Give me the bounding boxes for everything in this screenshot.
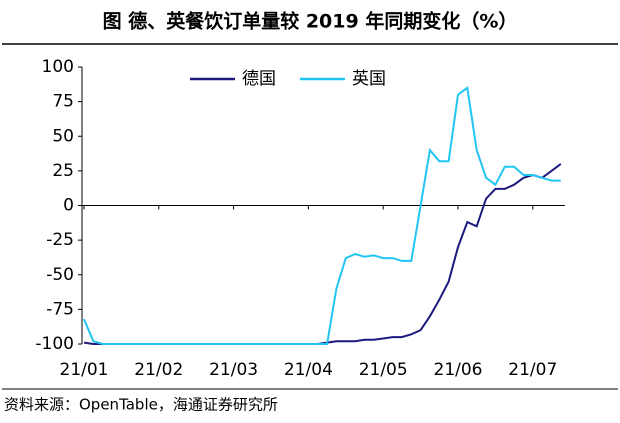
source: 资料来源：OpenTable，海通证券研究所 <box>4 396 278 414</box>
series-line <box>83 163 562 345</box>
x-tick-label: 21/03 <box>209 360 258 380</box>
legend-label: 英国 <box>352 69 386 89</box>
y-tick-label: 75 <box>52 92 74 112</box>
x-tick-label: 21/04 <box>284 360 333 380</box>
y-tick-label: -100 <box>35 334 74 354</box>
y-tick-label: 25 <box>52 161 74 181</box>
x-tick-label: 21/05 <box>359 360 408 380</box>
x-tick-label: 21/06 <box>434 360 483 380</box>
x-tick-label: 21/07 <box>508 360 557 380</box>
x-tick-label: 21/01 <box>60 360 109 380</box>
y-tick-label: -75 <box>46 299 74 319</box>
y-tick-label: 50 <box>52 126 74 146</box>
series-line <box>83 86 561 345</box>
y-tick-label: 0 <box>63 196 74 216</box>
y-tick-label: -25 <box>46 230 74 250</box>
y-tick-label: -50 <box>46 265 74 285</box>
chart-title: 图 德、英餐饮订单量较 2019 年同期变化（%） <box>103 10 518 33</box>
y-tick-label: 100 <box>42 57 74 77</box>
x-tick-label: 21/02 <box>134 360 183 380</box>
legend-label: 德国 <box>242 69 276 89</box>
